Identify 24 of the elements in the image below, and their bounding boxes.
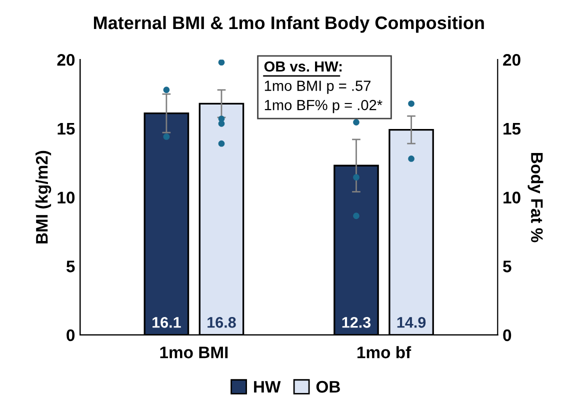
y2-tick-label: 5: [503, 260, 512, 272]
y-tick-label: 10: [58, 192, 75, 204]
x-tick-label: 1mo bf: [357, 346, 412, 358]
data-label: 16.1: [152, 316, 181, 328]
y2-axis-title: Body Fat %: [528, 153, 544, 242]
annotation: 1mo BF% p = .02*: [264, 100, 382, 114]
y-tick-label: 20: [57, 54, 75, 66]
data-label: 16.8: [208, 316, 236, 328]
annotation: 1mo BMI p = .57: [264, 80, 370, 94]
y-axis-title: BMI (kg/m2): [36, 150, 52, 244]
y-tick-label: 5: [66, 260, 75, 272]
x-tick-label: 1mo BMI: [160, 346, 228, 358]
y-tick-label: 15: [58, 123, 75, 135]
y2-tick-label: 0: [503, 329, 512, 342]
y2-tick-label: 15: [504, 123, 521, 135]
y2-tick-label: 10: [504, 192, 520, 204]
legend-label: HW: [254, 381, 281, 393]
y2-tick-label: 20: [503, 54, 520, 66]
y-tick-label: 0: [66, 329, 75, 342]
data-label: 12.3: [342, 316, 371, 328]
annotation: OB vs. HW:: [264, 61, 342, 72]
data-label: 14.9: [397, 316, 426, 328]
legend-label: OB: [316, 380, 340, 393]
chart-title: Maternal BMI & 1mo Infant Body Composition: [94, 16, 484, 33]
